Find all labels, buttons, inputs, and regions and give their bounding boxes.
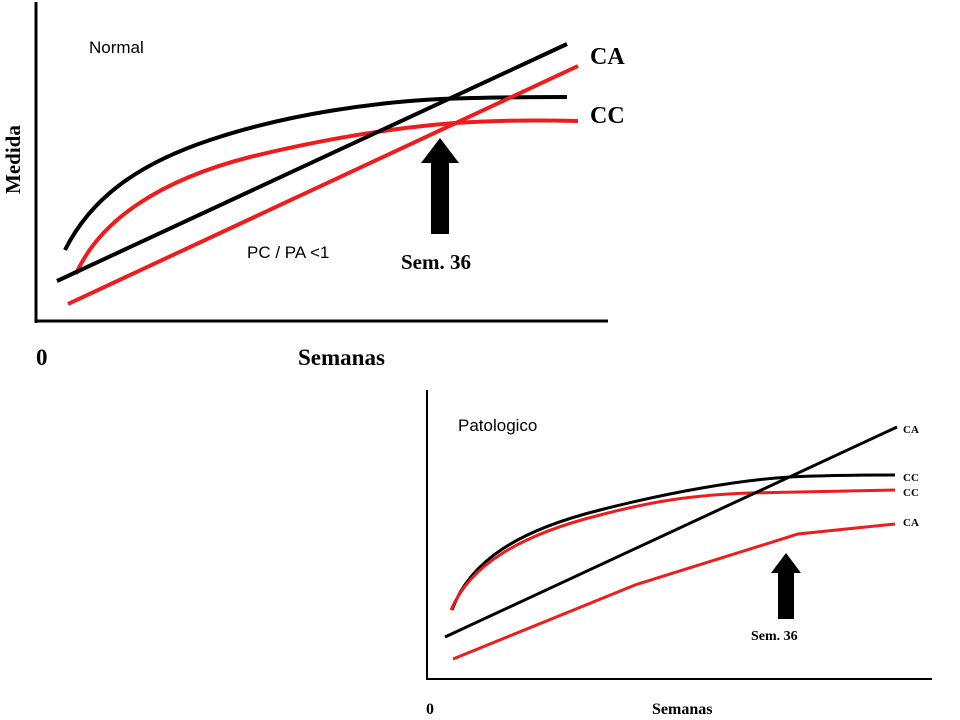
top-ca-label: CA [590, 44, 625, 70]
bottom-cc-black-curve [450, 473, 896, 611]
top-cc-black-curve [63, 95, 568, 251]
top-week-36-label: Sem. 36 [401, 250, 471, 274]
top-ca-red-line [67, 64, 579, 306]
bottom-cc-red-label: CC [903, 487, 919, 499]
top-panel: Normal CA CC PC / PA <1 Sem. 36 Medida 0… [1, 2, 625, 370]
bottom-cc-red-curve [449, 488, 896, 611]
top-ratio-label: PC / PA <1 [247, 243, 329, 262]
bottom-origin-label: 0 [426, 701, 434, 718]
bottom-week-36-label: Sem. 36 [751, 629, 798, 644]
top-panel-title: Normal [89, 38, 144, 57]
top-y-axis-label: Medida [1, 125, 25, 194]
bottom-ca-red-label: CA [903, 517, 919, 529]
top-cc-red-curve [74, 118, 579, 275]
bottom-panel-title: Patologico [458, 416, 537, 435]
bottom-cc-black-label: CC [903, 472, 919, 484]
top-x-axis-label: Semanas [298, 345, 385, 370]
bottom-x-axis-label: Semanas [652, 701, 712, 718]
bottom-panel: Patologico CA CC CC CA Sem. 36 0 Semanas [426, 390, 932, 718]
top-cc-label: CC [590, 103, 625, 129]
bottom-week-36-arrow [771, 553, 801, 619]
top-origin-label: 0 [36, 345, 48, 370]
bottom-ca-black-label: CA [903, 424, 919, 436]
bottom-ca-black-line [444, 425, 898, 639]
top-week-36-arrow [421, 138, 459, 234]
bottom-ca-red-line [452, 522, 896, 661]
top-ca-black-line [56, 42, 568, 283]
